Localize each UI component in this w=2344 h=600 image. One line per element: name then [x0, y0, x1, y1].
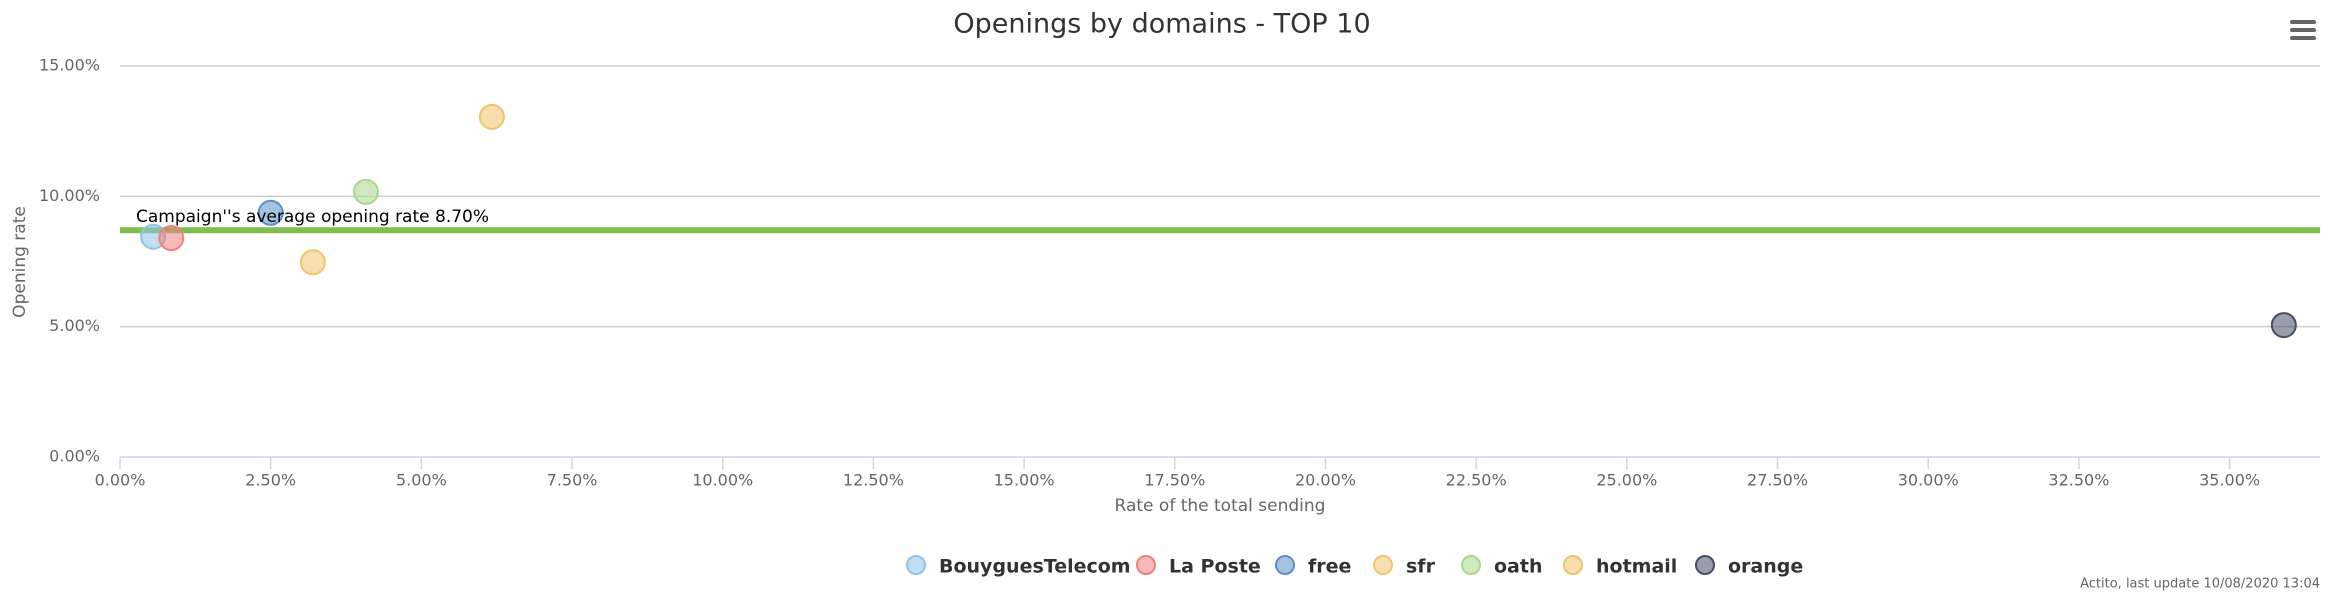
- x-tick-label: 15.00%: [994, 471, 1055, 490]
- x-tick-label: 35.00%: [2199, 471, 2260, 490]
- reference-line-label: Campaign''s average opening rate 8.70%: [136, 207, 489, 227]
- legend-label: La Poste: [1169, 556, 1261, 578]
- menu-bar[interactable]: [2290, 36, 2316, 40]
- y-tick-label: 0.00%: [49, 447, 100, 466]
- menu-bar[interactable]: [2290, 20, 2316, 24]
- chart-title: Openings by domains - TOP 10: [953, 9, 1370, 40]
- y-tick-label: 5.00%: [49, 316, 100, 335]
- x-tick-label: 30.00%: [1898, 471, 1959, 490]
- legend-marker: [1275, 555, 1295, 575]
- x-tick-label: 27.50%: [1747, 471, 1808, 490]
- menu-bar[interactable]: [2290, 28, 2316, 32]
- point: [158, 225, 185, 252]
- legend-marker: [1695, 555, 1715, 575]
- x-tick-label: 5.00%: [396, 471, 447, 490]
- x-tick-label: 0.00%: [95, 471, 146, 490]
- point: [478, 103, 505, 130]
- legend-marker: [1461, 555, 1481, 575]
- legend-label: sfr: [1406, 556, 1436, 578]
- x-tick-label: 17.50%: [1144, 471, 1205, 490]
- legend-label: orange: [1728, 556, 1803, 578]
- point: [299, 249, 326, 276]
- x-tick-label: 2.50%: [245, 471, 296, 490]
- point: [352, 178, 379, 205]
- legend-marker: [1563, 555, 1583, 575]
- x-tick-label: 22.50%: [1446, 471, 1507, 490]
- point: [2270, 312, 2297, 339]
- x-tick-label: 7.50%: [547, 471, 598, 490]
- legend-marker: [1373, 555, 1393, 575]
- legend-marker: [1136, 555, 1156, 575]
- y-axis-title: Opening rate: [10, 206, 30, 318]
- legend-label: oath: [1494, 556, 1542, 578]
- legend-label: BouyguesTelecom: [939, 556, 1131, 578]
- x-axis-title: Rate of the total sending: [1115, 496, 1326, 516]
- legend-marker: [906, 555, 926, 575]
- menu-button[interactable]: [2290, 20, 2316, 40]
- legend-label: hotmail: [1596, 556, 1677, 578]
- point: [257, 199, 284, 226]
- legend-label: free: [1308, 556, 1351, 578]
- x-tick-label: 12.50%: [843, 471, 904, 490]
- x-tick-label: 32.50%: [2048, 471, 2109, 490]
- x-tick-label: 25.00%: [1596, 471, 1657, 490]
- y-tick-label: 10.00%: [39, 186, 100, 205]
- x-tick-label: 20.00%: [1295, 471, 1356, 490]
- x-tick-label: 10.00%: [692, 471, 753, 490]
- footer: Actito, last update 10/08/2020 13:04: [2080, 577, 2320, 592]
- y-tick-label: 15.00%: [39, 56, 100, 75]
